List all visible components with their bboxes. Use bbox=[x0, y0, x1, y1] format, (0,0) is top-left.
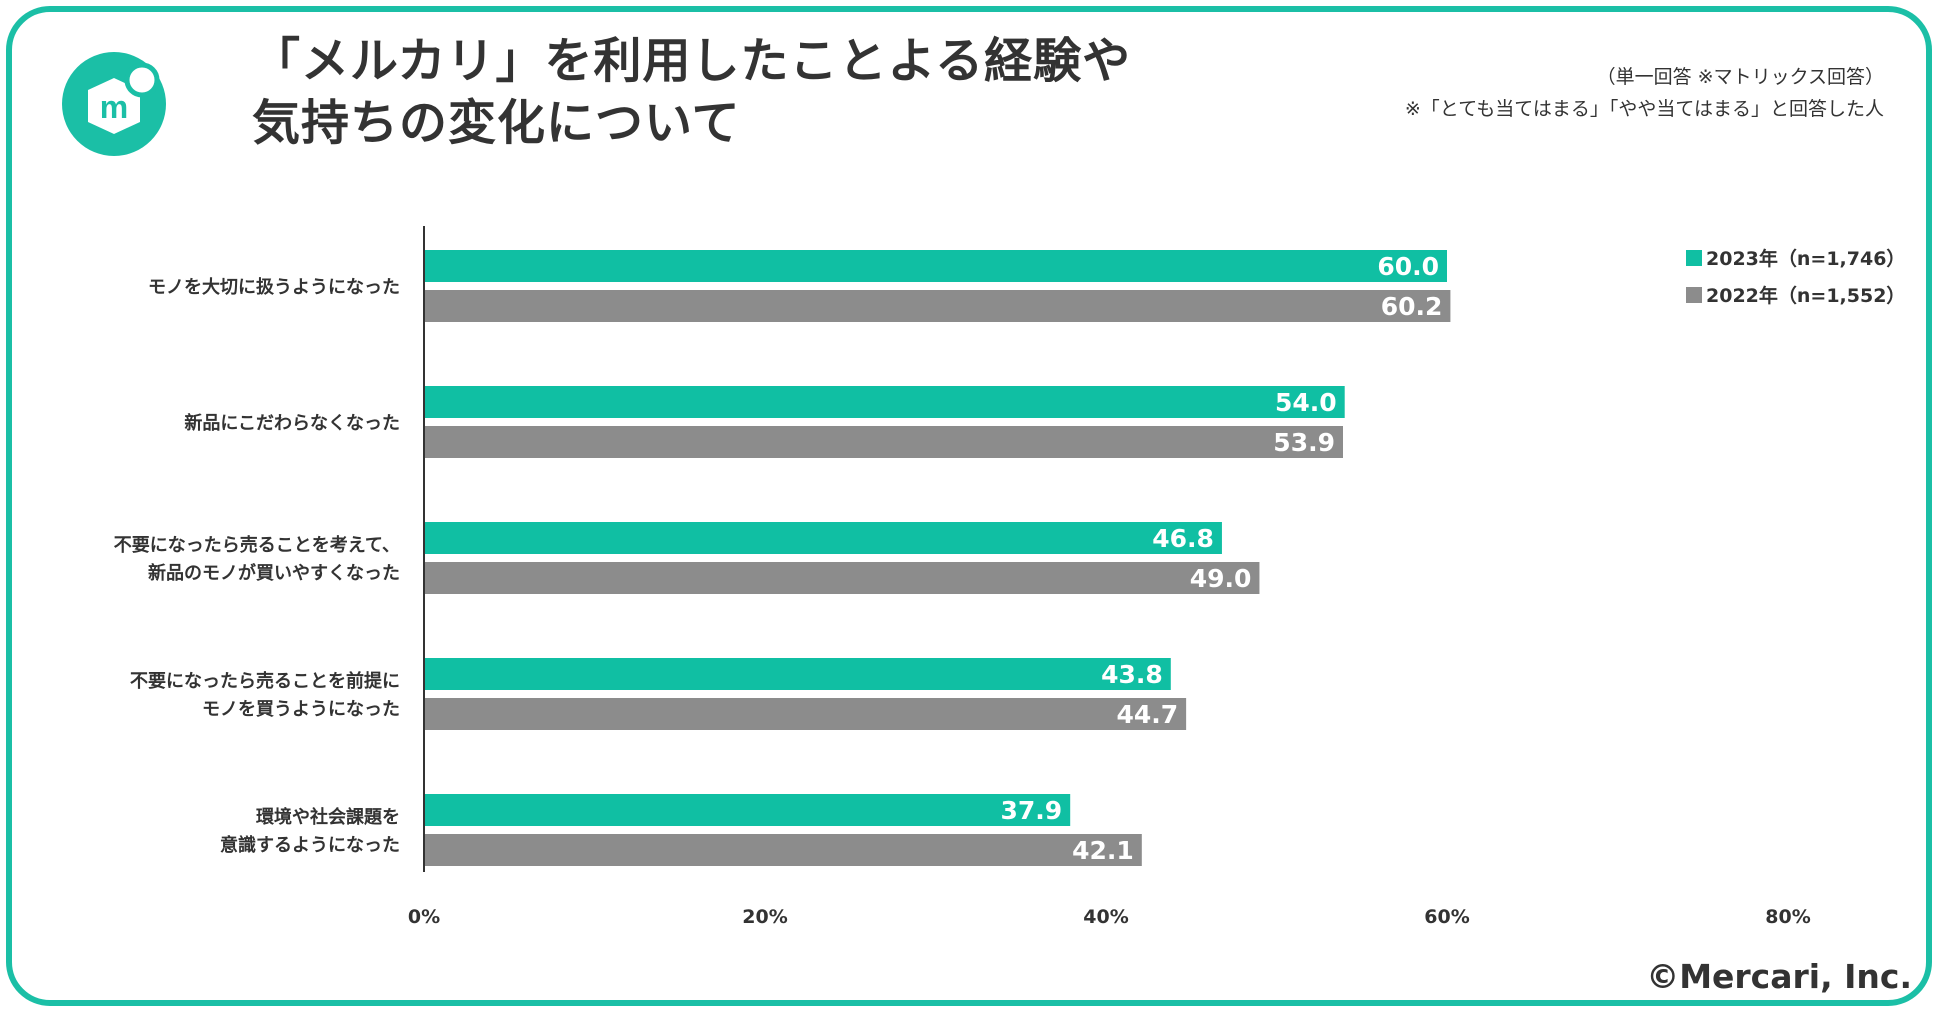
bar bbox=[425, 426, 1343, 458]
category-label: 不要になったら売ることを前提に bbox=[130, 670, 400, 692]
legend-swatch bbox=[1686, 250, 1702, 266]
bar bbox=[425, 794, 1071, 826]
page-title: 「メルカリ」を利用したことよる経験や 気持ちの変化について bbox=[252, 30, 1131, 154]
title-line-1: 「メルカリ」を利用したことよる経験や bbox=[252, 33, 1132, 89]
category-label: 不要になったら売ることを考えて、 bbox=[114, 534, 400, 556]
bar bbox=[425, 250, 1447, 282]
x-tick-label: 40% bbox=[1083, 906, 1128, 928]
logo-letter: m bbox=[100, 89, 128, 125]
legend-label: 2022年（n=1,552） bbox=[1706, 284, 1905, 307]
bar bbox=[425, 562, 1260, 594]
category-label: 意識するようになった bbox=[220, 834, 400, 856]
data-label: 46.8 bbox=[1152, 524, 1214, 553]
bar bbox=[425, 290, 1451, 322]
mercari-logo-icon: m bbox=[62, 52, 166, 156]
survey-note-2: ※「とても当てはまる」「やや当てはまる」と回答した人 bbox=[1404, 98, 1884, 120]
category-label: モノを買うようになった bbox=[202, 699, 400, 720]
category-label: モノを大切に扱うようになった bbox=[148, 276, 400, 298]
bar bbox=[425, 834, 1142, 866]
category-label: 新品にこだわらなくなった bbox=[184, 412, 400, 434]
category-label: 環境や社会課題を bbox=[256, 806, 400, 828]
data-label: 49.0 bbox=[1190, 564, 1252, 593]
bar bbox=[425, 698, 1187, 730]
legend-label: 2023年（n=1,746） bbox=[1706, 247, 1905, 270]
data-label: 37.9 bbox=[1001, 796, 1063, 825]
copyright: ©Mercari, Inc. bbox=[1646, 957, 1912, 996]
data-label: 60.0 bbox=[1377, 252, 1439, 281]
bar bbox=[425, 386, 1345, 418]
title-line-2: 気持ちの変化について bbox=[252, 95, 741, 151]
x-tick-label: 80% bbox=[1765, 906, 1810, 928]
x-tick-label: 0% bbox=[408, 906, 440, 928]
legend-swatch bbox=[1686, 287, 1702, 303]
survey-note-1: （単一回答 ※マトリックス回答） bbox=[1596, 66, 1884, 88]
data-label: 42.1 bbox=[1072, 836, 1134, 865]
data-label: 44.7 bbox=[1116, 700, 1178, 729]
bar bbox=[425, 658, 1171, 690]
category-label: 新品のモノが買いやすくなった bbox=[148, 562, 400, 584]
data-label: 60.2 bbox=[1381, 292, 1443, 321]
data-label: 53.9 bbox=[1273, 428, 1335, 457]
card-frame bbox=[6, 6, 1932, 1006]
data-label: 54.0 bbox=[1275, 388, 1337, 417]
bar bbox=[425, 522, 1222, 554]
x-tick-label: 60% bbox=[1424, 906, 1469, 928]
x-tick-label: 20% bbox=[742, 906, 787, 928]
data-label: 43.8 bbox=[1101, 660, 1163, 689]
